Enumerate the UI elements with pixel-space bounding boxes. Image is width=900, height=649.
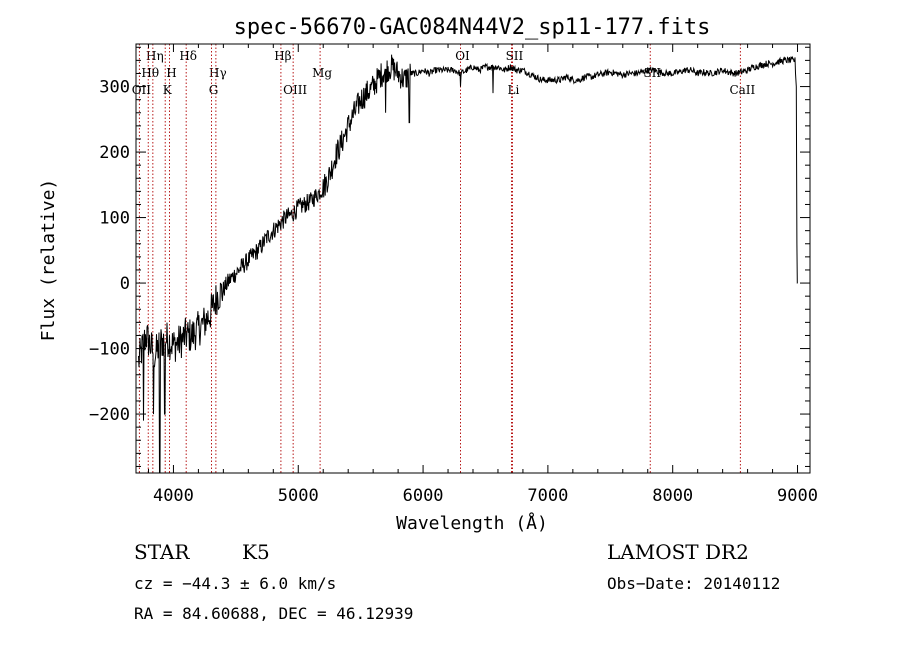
x-tick-label: 8000 — [652, 486, 693, 506]
marker-label: H — [166, 66, 176, 80]
marker-label: Hγ — [209, 66, 227, 80]
y-axis-label: Flux (relative) — [38, 179, 59, 342]
x-tick-label: 4000 — [153, 486, 194, 506]
marker-label: OII — [132, 83, 152, 97]
y-tick-label: −100 — [89, 340, 130, 360]
marker-label: Li — [508, 83, 520, 97]
x-tick-label: 5000 — [278, 486, 319, 506]
marker-label: G — [209, 83, 219, 97]
marker-label: SII — [506, 49, 524, 63]
marker-label: Hθ — [141, 66, 159, 80]
x-axis-label: Wavelength (Å) — [396, 512, 548, 534]
y-tick-label: 300 — [99, 78, 130, 98]
marker-label: Hδ — [179, 49, 197, 63]
marker-label: OIII — [283, 83, 307, 97]
y-tick-label: 200 — [99, 143, 130, 163]
x-tick-label: 6000 — [403, 486, 444, 506]
spectrum-line — [138, 54, 798, 474]
survey-name: LAMOST DR2 — [607, 540, 749, 564]
plot-frame — [135, 43, 811, 474]
observation-date: Obs−Date: 20140112 — [607, 574, 781, 593]
marker-label: CaII — [729, 83, 755, 97]
coordinates: RA = 84.60688, DEC = 46.12939 — [134, 604, 414, 623]
marker-label: Mg — [312, 66, 332, 80]
y-axis-ticks: −200 −100 0 100 200 300 — [89, 46, 810, 467]
y-tick-label: 0 — [120, 274, 130, 294]
spectrum-series — [138, 54, 798, 474]
x-tick-label: 7000 — [527, 486, 568, 506]
y-tick-label: −200 — [89, 405, 130, 425]
x-tick-label: 9000 — [777, 486, 818, 506]
chart-title: spec-56670-GAC084N44V2_sp11-177.fits — [234, 15, 711, 40]
spectral-subclass: K5 — [242, 540, 270, 564]
redshift-velocity: cz = −44.3 ± 6.0 km/s — [134, 574, 337, 593]
object-class: STAR — [134, 540, 190, 564]
marker-label: Hβ — [274, 49, 291, 63]
marker-label: Hη — [146, 49, 164, 63]
marker-label: OI — [455, 49, 470, 63]
y-tick-label: 100 — [99, 209, 130, 229]
marker-label: K — [163, 83, 173, 97]
x-axis-ticks: 4000 5000 6000 7000 8000 9000 — [147, 44, 818, 506]
